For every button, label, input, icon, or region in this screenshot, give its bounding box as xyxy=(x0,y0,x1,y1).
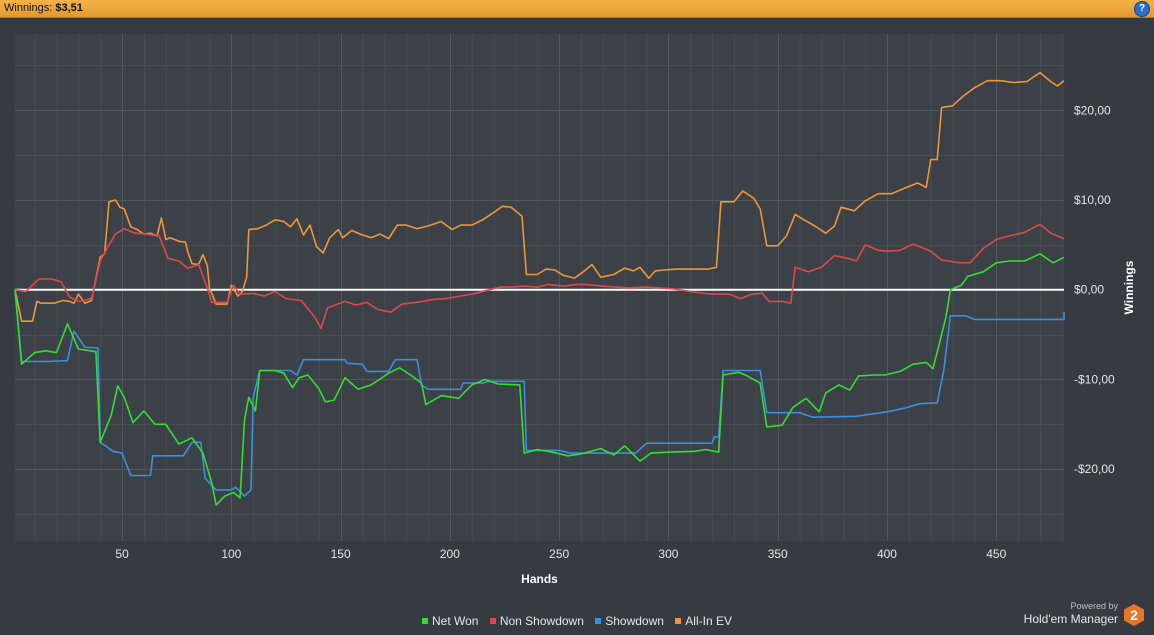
legend-label-all-in-ev: All-In EV xyxy=(685,614,732,628)
hm2-logo-icon: 2 xyxy=(1124,604,1144,626)
legend-label-showdown: Showdown xyxy=(605,614,664,628)
y-tick-label: -$20,00 xyxy=(1074,462,1115,476)
legend-swatch-non-showdown xyxy=(489,617,496,624)
logo-version: 2 xyxy=(1130,607,1138,623)
legend-swatch-net-won xyxy=(422,617,429,624)
y-tick-label: $10,00 xyxy=(1074,193,1111,207)
winnings-value: $3,51 xyxy=(55,2,83,14)
legend-label-net-won: Net Won xyxy=(432,614,479,628)
series-line-all-in-ev xyxy=(14,71,1065,322)
y-tick-label: -$10,00 xyxy=(1074,372,1115,386)
powered-by-text: Powered by xyxy=(1070,601,1118,611)
legend-swatch-all-in-ev xyxy=(675,617,682,624)
y-tick-label: $0,00 xyxy=(1074,283,1104,297)
legend-swatch-showdown xyxy=(595,617,602,624)
x-tick-label: 100 xyxy=(221,547,241,561)
series-line-non-showdown xyxy=(14,223,1065,330)
legend-item-showdown[interactable]: Showdown xyxy=(595,614,664,628)
brand-name: Hold'em Manager xyxy=(1023,612,1118,626)
series-line-net-won xyxy=(14,253,1065,506)
winnings-label: Winnings: xyxy=(4,2,53,14)
plot-area xyxy=(15,34,1064,541)
x-tick-label: 300 xyxy=(658,547,678,561)
legend-item-net-won[interactable]: Net Won xyxy=(422,614,478,628)
y-tick-label: $20,00 xyxy=(1074,103,1111,117)
y-axis-title: Winnings xyxy=(1122,260,1136,314)
chart-legend: Net Won Non Showdown Showdown All-In EV xyxy=(0,614,1154,628)
winnings-header-bar: Winnings: $3,51 ? xyxy=(0,0,1154,18)
winnings-chart: 50 100 150 200 250 300 350 400 450 $20,00 $10,00 $0… xyxy=(14,34,1136,586)
x-tick-label: 450 xyxy=(986,547,1006,561)
x-tick-label: 200 xyxy=(440,547,460,561)
x-tick-label: 150 xyxy=(331,547,351,561)
x-tick-label: 350 xyxy=(768,547,788,561)
x-tick-label: 400 xyxy=(877,547,897,561)
x-tick-label: 50 xyxy=(115,547,129,561)
x-tick-label: 250 xyxy=(549,547,569,561)
x-axis-title: Hands xyxy=(521,572,558,586)
brand-logo: Powered by Hold'em Manager 2 xyxy=(1016,601,1146,629)
winnings-summary: Winnings: $3,51 xyxy=(4,2,83,14)
series-line-showdown xyxy=(14,289,1065,497)
legend-item-non-showdown[interactable]: Non Showdown xyxy=(489,614,584,628)
legend-item-all-in-ev[interactable]: All-In EV xyxy=(675,614,732,628)
legend-label-non-showdown: Non Showdown xyxy=(499,614,584,628)
help-icon[interactable]: ? xyxy=(1134,1,1150,17)
minor-grid xyxy=(15,34,1064,541)
